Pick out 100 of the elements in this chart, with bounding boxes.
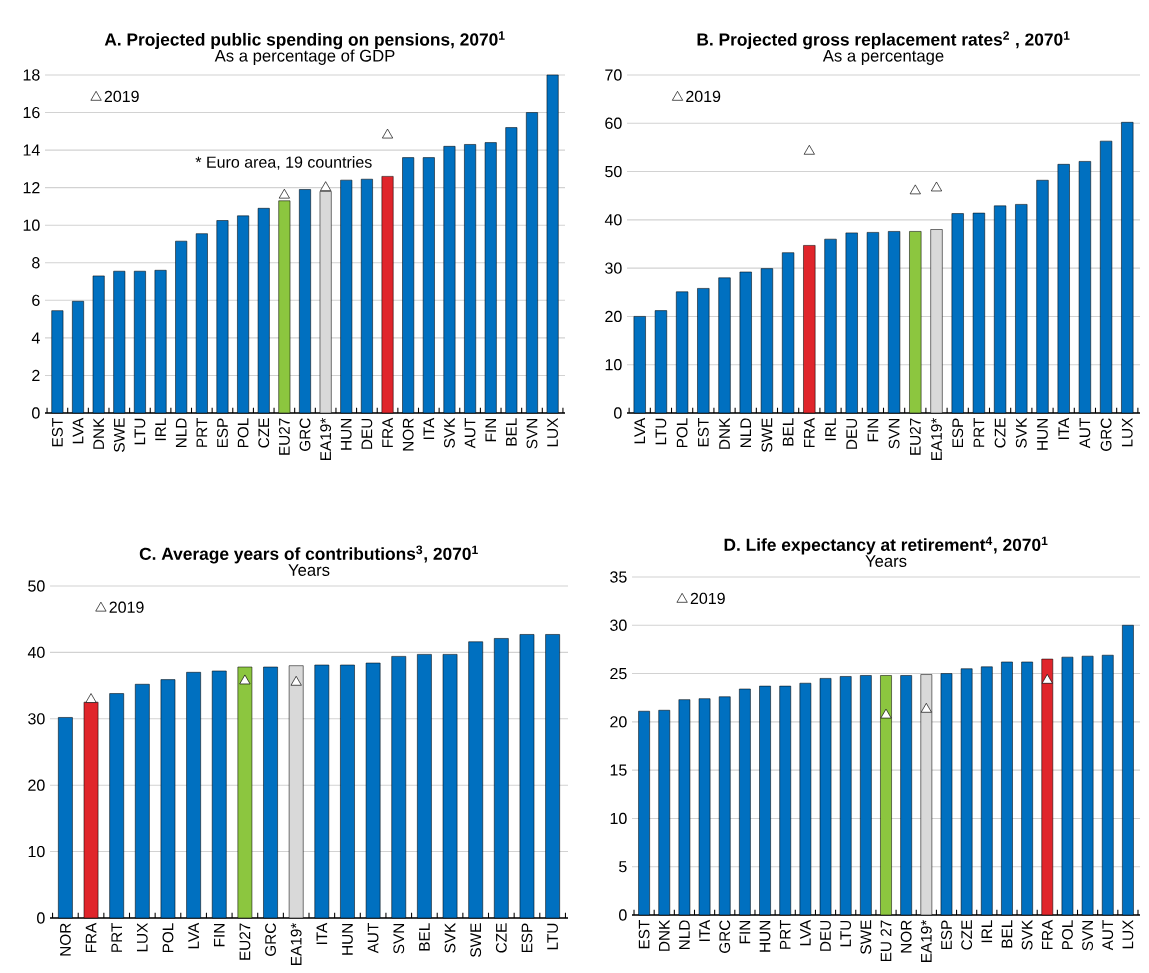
y-tick-label: 8 xyxy=(32,257,40,269)
x-tick-label: LUX xyxy=(136,923,148,952)
y-tick-label: 50 xyxy=(605,165,622,178)
chart-title: B. Projected gross replacement rates$^{2}$ , 2070$^{1}$ xyxy=(697,31,1070,50)
x-tick-label: ESP xyxy=(941,920,952,950)
x-tick-label: LTU xyxy=(547,923,558,950)
y-tick-label: 4 xyxy=(31,332,40,344)
y-tick-label: 30 xyxy=(28,713,45,725)
x-tick-label: POL xyxy=(162,923,174,953)
x-tick-label: CZE xyxy=(495,923,507,953)
point xyxy=(880,708,892,719)
x-tick-label: EA19* xyxy=(931,417,942,460)
y-tick-label: 0 xyxy=(37,912,45,924)
x-tick-label: EU 27 xyxy=(880,920,892,962)
y-tick-label: 35 xyxy=(610,571,627,583)
x-tick-label: NLD xyxy=(679,920,690,950)
x-tick-label: GRC xyxy=(719,920,731,953)
x-tick-label: POL xyxy=(237,418,249,448)
x-tick-label: FIN xyxy=(739,920,751,944)
y-tick-label: 0 xyxy=(614,407,622,419)
point xyxy=(278,188,290,199)
x-tick-label: PRT xyxy=(111,923,122,952)
x-tick-label: PRT xyxy=(973,418,985,447)
annotation: * Euro area, 19 countries xyxy=(195,156,372,170)
legend-label: 2019 xyxy=(104,90,139,103)
x-tick-label: SWE xyxy=(470,923,482,957)
x-tick-label: FRA xyxy=(85,922,97,953)
x-tick-label: SVN xyxy=(393,923,405,954)
x-tick-label: FRA xyxy=(804,417,815,448)
y-tick-label: 10 xyxy=(28,845,45,858)
x-tick-label: HUN xyxy=(342,923,353,955)
y-tick-label: 25 xyxy=(610,667,627,680)
point xyxy=(909,184,921,195)
x-tick-label: NLD xyxy=(175,418,187,448)
x-tick-label: GRC xyxy=(1100,418,1112,451)
x-tick-label: FRA xyxy=(382,417,393,448)
x-tick-label: LTU xyxy=(840,920,852,947)
x-tick-label: PRT xyxy=(196,418,208,447)
x-tick-label: SVK xyxy=(1015,417,1027,448)
y-tick-label: 2 xyxy=(32,369,40,382)
y-tick-label: 15 xyxy=(610,764,627,776)
x-tick-label: SVK xyxy=(444,922,456,953)
point xyxy=(920,702,932,713)
y-tick-label: 10 xyxy=(605,359,622,371)
legend-label: 2019 xyxy=(690,592,725,605)
x-tick-label: NOR xyxy=(900,920,912,953)
x-tick-label: AUT xyxy=(1079,418,1091,449)
x-tick-label: LVA xyxy=(800,919,811,946)
point xyxy=(85,693,97,703)
x-tick-label: DEU xyxy=(820,920,831,951)
x-tick-label: HUN xyxy=(1037,418,1048,450)
y-tick-label: 14 xyxy=(23,144,40,156)
x-tick-label: ITA xyxy=(423,417,435,439)
x-tick-label: SVK xyxy=(1021,919,1033,950)
y-tick-label: 30 xyxy=(610,619,627,631)
point xyxy=(1041,673,1053,684)
x-tick-label: IRL xyxy=(981,920,993,943)
chart-subtitle: Years xyxy=(865,555,907,567)
point xyxy=(320,181,332,191)
x-tick-label: POL xyxy=(676,418,688,448)
x-tick-label: POL xyxy=(1062,920,1073,950)
point xyxy=(930,181,943,192)
x-tick-label: CZE xyxy=(961,920,973,950)
x-tick-label: IRL xyxy=(155,418,166,441)
x-tick-label: CZE xyxy=(258,418,270,448)
x-tick-label: BEL xyxy=(1001,920,1013,948)
x-tick-label: HUN xyxy=(759,920,771,952)
x-tick-label: ESP xyxy=(521,923,533,953)
x-tick-label: DEU xyxy=(361,418,373,449)
x-tick-label: EA19* xyxy=(920,919,932,962)
x-tick-label: DNK xyxy=(719,417,730,449)
x-tick-label: IRL xyxy=(825,418,836,441)
x-tick-label: SVN xyxy=(888,418,900,449)
point xyxy=(382,128,394,139)
x-tick-label: SVN xyxy=(526,418,538,449)
y-tick-label: 10 xyxy=(610,812,627,825)
x-tick-label: EST xyxy=(697,418,709,447)
x-tick-label: ITA xyxy=(699,919,710,941)
x-tick-label: AUT xyxy=(464,418,476,449)
point xyxy=(803,144,815,155)
x-tick-label: SVK xyxy=(444,417,455,448)
x-tick-label: SVN xyxy=(1082,920,1094,951)
x-tick-label: DEU xyxy=(846,418,858,449)
x-tick-label: FIN xyxy=(213,923,225,947)
x-tick-label: BEL xyxy=(782,418,794,446)
x-tick-label: LTU xyxy=(134,418,146,445)
x-tick-label: PRT xyxy=(779,920,791,949)
x-tick-label: HUN xyxy=(340,418,352,450)
x-tick-label: EST xyxy=(638,920,650,949)
x-tick-label: ESP xyxy=(217,418,228,448)
y-tick-label: 50 xyxy=(28,580,45,592)
x-tick-label: EU27 xyxy=(909,418,921,455)
x-tick-label: LUX xyxy=(1121,418,1133,447)
x-tick-label: LVA xyxy=(634,417,645,444)
y-tick-label: 20 xyxy=(610,716,627,728)
chart-title: C. Average years of contributions$^{3}$, 2070$^{1}$ xyxy=(139,545,478,564)
x-tick-label: AUT xyxy=(367,923,379,954)
chart-title: D. Life expectancy at retirement$^{4}$, 2070$^{1}$ xyxy=(724,536,1048,555)
y-tick-label: 5 xyxy=(619,861,627,873)
chart-subtitle: As a percentage xyxy=(822,50,944,65)
